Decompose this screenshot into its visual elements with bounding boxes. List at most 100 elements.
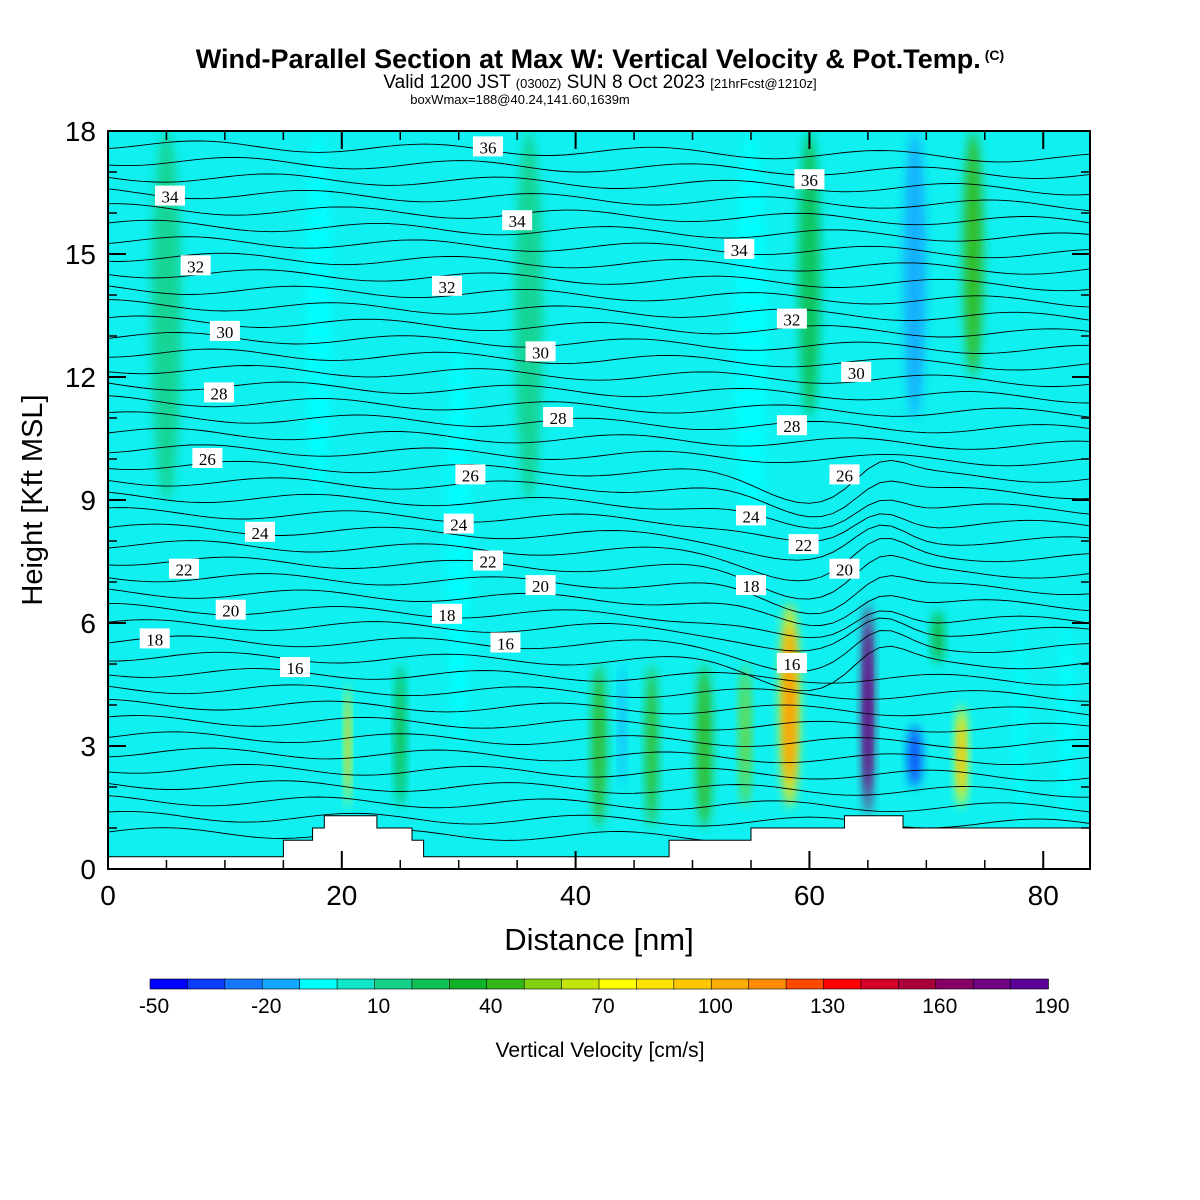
velocity-cell-4 <box>446 336 471 746</box>
colorbar-swatch <box>598 978 638 990</box>
isentrope-line <box>108 236 1090 259</box>
colorbar-tick-label: 190 <box>1034 995 1069 1018</box>
velocity-cell-10 <box>740 664 751 808</box>
colorbar-swatch <box>1010 978 1049 990</box>
isentrope-line <box>108 299 1090 321</box>
svg-text:32: 32 <box>187 257 204 276</box>
isentrope-line <box>108 715 1090 733</box>
colorbar-swatch <box>898 978 937 990</box>
isentrope-line <box>108 188 1090 212</box>
colorbar-swatch <box>374 978 413 990</box>
x-tick: 80 <box>1028 131 1059 911</box>
svg-text:34: 34 <box>509 212 527 231</box>
isentrope-label: 22 <box>472 550 503 572</box>
colorbar: -50 -20 10 40 70 100 130 160 190 <box>139 978 1070 1018</box>
isentrope-label: 20 <box>215 599 246 621</box>
isentrope-label: 18 <box>139 628 170 649</box>
isentrope-label: 32 <box>432 275 463 297</box>
svg-text:18: 18 <box>439 606 456 625</box>
colorbar-label: Vertical Velocity [cm/s] <box>496 1039 705 1062</box>
isentrope-label: 36 <box>794 169 825 190</box>
isentrope-line <box>108 365 1090 387</box>
isentrope-label: 32 <box>180 255 211 276</box>
y-tick: 0 <box>80 854 1090 885</box>
velocity-cell-7 <box>619 664 626 787</box>
velocity-cell-11 <box>734 131 767 541</box>
isentrope-label: 32 <box>776 308 807 330</box>
colorbar-swatch <box>149 978 189 990</box>
subtitle-forecast: [21hrFcst@1210z] <box>710 76 817 91</box>
isentrope-label: 18 <box>735 575 766 596</box>
svg-text:30: 30 <box>216 323 233 342</box>
svg-text:16: 16 <box>783 655 800 674</box>
svg-text:22: 22 <box>175 561 192 580</box>
copyright-mark: (C) <box>984 47 1005 63</box>
velocity-core-18 <box>958 716 965 796</box>
svg-text:28: 28 <box>783 417 800 436</box>
isentrope-label: 28 <box>204 382 235 403</box>
isentrope-line <box>108 348 1090 371</box>
svg-text:36: 36 <box>801 171 818 190</box>
y-tick: 9 <box>80 485 1090 516</box>
isentrope-line <box>108 173 1090 196</box>
isentrope-line <box>108 219 1090 242</box>
isentrope-line <box>108 477 1090 518</box>
velocity-cell-3 <box>395 664 406 808</box>
isentrope-line <box>108 427 1090 450</box>
velocity-core-14 <box>864 627 871 792</box>
terrain <box>108 815 1090 869</box>
isentrope-line <box>108 747 1090 766</box>
svg-text:28: 28 <box>550 409 567 428</box>
velocity-cell-8 <box>645 664 658 828</box>
isentrope-line <box>108 731 1090 749</box>
isentrope-line <box>108 140 1090 163</box>
isentrope-label: 26 <box>192 448 223 469</box>
svg-text:24: 24 <box>450 516 468 535</box>
svg-text:18: 18 <box>742 577 759 596</box>
svg-text:18: 18 <box>146 630 163 649</box>
colorbar-swatch <box>561 978 600 990</box>
isentrope-label: 16 <box>490 632 521 654</box>
x-tick: 20 <box>326 131 357 911</box>
svg-text:28: 28 <box>211 384 228 403</box>
colorbar-tick-label: 10 <box>367 995 390 1018</box>
subtitle-utc: (0300Z) <box>515 76 562 91</box>
svg-text:18: 18 <box>65 116 96 147</box>
isentrope-label: 22 <box>788 534 819 555</box>
isentrope-label: 16 <box>280 657 311 678</box>
svg-text:40: 40 <box>560 880 591 911</box>
svg-text:20: 20 <box>326 880 357 911</box>
velocity-cell-9 <box>696 664 713 828</box>
colorbar-swatch <box>411 978 451 990</box>
colorbar-swatch <box>748 978 787 990</box>
y-tick: 18 <box>65 116 1090 147</box>
svg-text:12: 12 <box>65 362 96 393</box>
isentrope-line <box>108 411 1090 434</box>
svg-text:0: 0 <box>100 880 116 911</box>
colorbar-swatch <box>486 978 525 990</box>
isentrope-line <box>108 381 1090 404</box>
x-tick: 40 <box>560 131 591 911</box>
y-tick: 15 <box>65 239 1090 270</box>
svg-text:3: 3 <box>80 731 96 762</box>
colorbar-swatch <box>710 978 750 990</box>
svg-text:0: 0 <box>80 854 96 885</box>
isentrope-label: 26 <box>455 464 486 485</box>
isentrope-line <box>108 573 1090 615</box>
isentrope-label: 20 <box>525 575 556 596</box>
isentrope-line <box>108 763 1090 782</box>
colorbar-swatch <box>523 978 563 990</box>
velocity-cell-1 <box>305 131 332 500</box>
isentrope-label: 34 <box>724 238 755 260</box>
colorbar-tick-label: 40 <box>479 995 502 1018</box>
isentrope-label: 20 <box>829 558 860 580</box>
x-tick: 60 <box>794 131 825 911</box>
isentrope-line <box>108 156 1090 179</box>
y-tick: 6 <box>80 608 1090 639</box>
isentrope-line <box>108 395 1090 418</box>
isentrope-label: 30 <box>525 341 556 362</box>
svg-text:34: 34 <box>731 241 749 260</box>
isentrope-line <box>108 332 1090 354</box>
isentrope-line <box>108 269 1090 292</box>
isentrope-label: 24 <box>244 521 275 543</box>
